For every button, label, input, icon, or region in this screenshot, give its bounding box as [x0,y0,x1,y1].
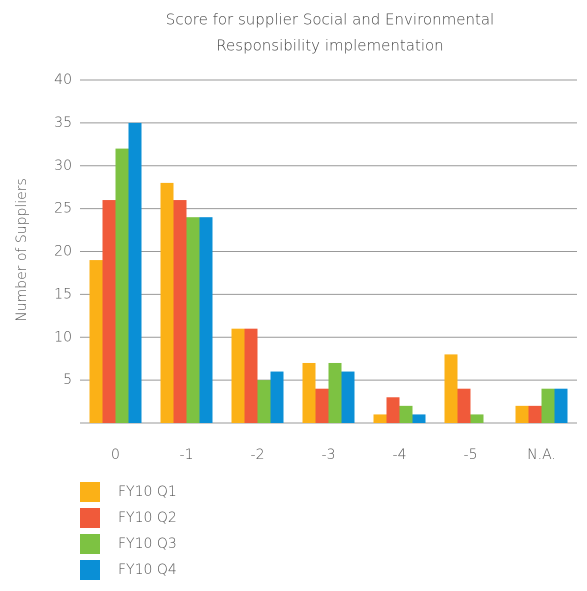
bar [328,362,342,423]
bar [302,362,316,423]
bar [515,405,529,423]
bar [373,414,387,423]
bar [128,122,142,423]
x-tick-label: -5 [464,447,478,463]
bar [444,354,458,423]
bar [244,328,258,423]
legend-label: FY10 Q1 [118,484,177,500]
bar [173,200,187,423]
bar [160,182,174,423]
bar [315,388,329,423]
y-tick-label: 25 [54,201,72,217]
x-tick-label: 0 [111,447,120,463]
bar [554,388,568,423]
bar [270,371,284,423]
bar [186,217,200,423]
bar [257,380,271,423]
bar [231,328,245,423]
x-tick-label: -3 [322,447,336,463]
bar [470,414,484,423]
y-tick-label: 40 [54,72,72,88]
x-tick-label: -4 [393,447,407,463]
y-tick-label: 10 [54,329,72,345]
chart-title: Score for supplier Social and Environmen… [166,11,494,29]
legend-label: FY10 Q4 [118,562,177,578]
legend-label: FY10 Q2 [118,510,177,526]
bar [341,371,355,423]
y-tick-label: 15 [54,286,72,302]
y-tick-label: 5 [63,372,72,388]
bar [528,405,542,423]
y-tick-label: 20 [54,244,72,260]
bar [386,397,400,423]
bar [89,260,103,423]
bar [399,405,413,423]
y-tick-label: 30 [54,158,72,174]
bar [115,148,129,423]
bar [102,200,116,423]
legend-label: FY10 Q3 [118,536,177,552]
bar [412,414,426,423]
x-tick-label: -2 [251,447,265,463]
y-axis-label: Number of Suppliers [14,178,30,322]
legend-swatch [80,534,100,554]
x-tick-label: -1 [180,447,194,463]
y-tick-label: 35 [54,115,72,131]
chart-title: Responsibility implementation [216,37,443,55]
x-tick-label: N.A. [527,447,556,463]
bar [541,388,555,423]
legend-swatch [80,482,100,502]
legend-swatch [80,508,100,528]
bar [457,388,471,423]
bar [199,217,213,423]
legend-swatch [80,560,100,580]
